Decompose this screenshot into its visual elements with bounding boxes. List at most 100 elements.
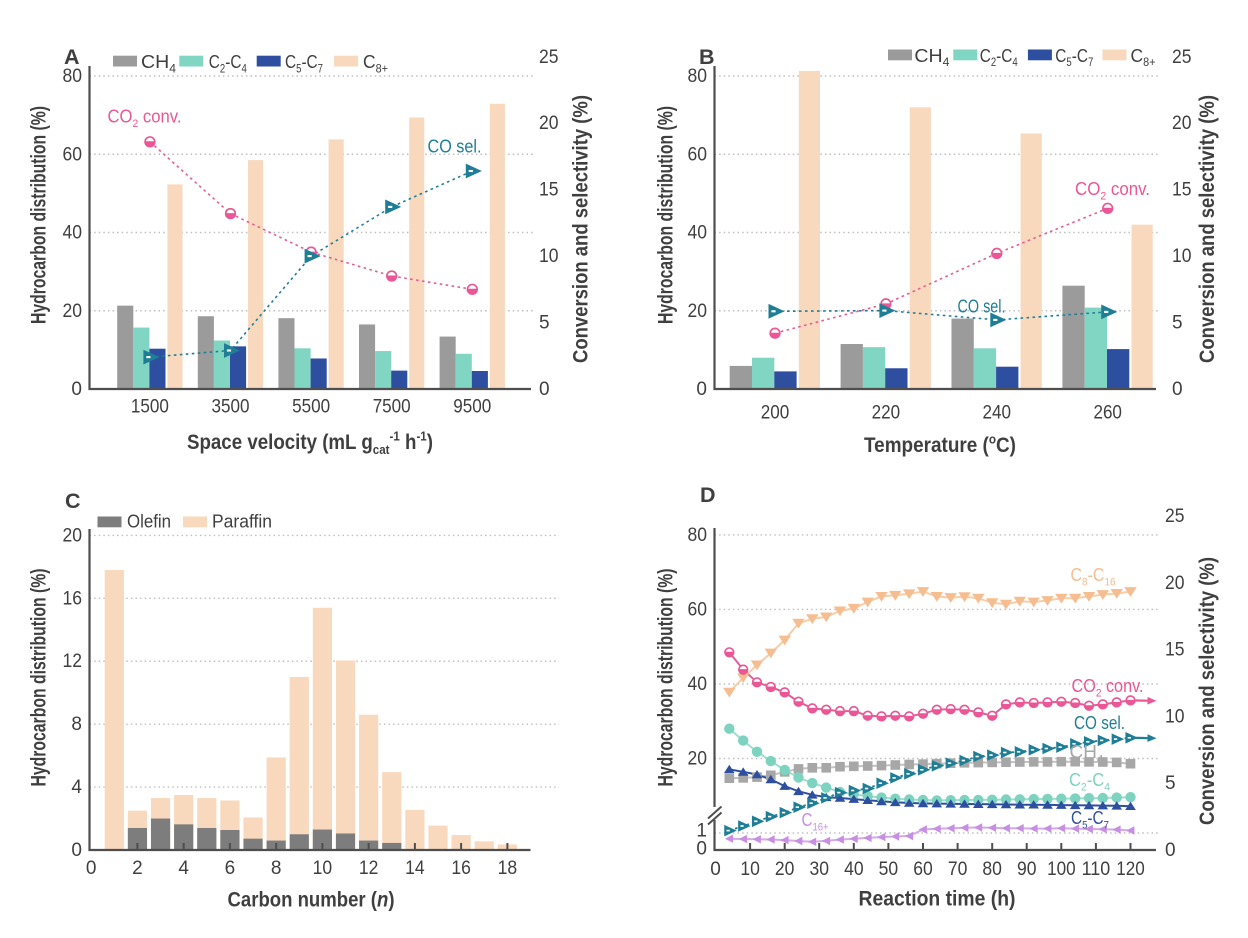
svg-text:Space velocity (mL gcat-1 h-1): Space velocity (mL gcat-1 h-1) — [187, 429, 433, 457]
svg-text:CO2 conv.: CO2 conv. — [108, 107, 182, 130]
svg-text:40: 40 — [844, 859, 864, 880]
svg-text:20: 20 — [688, 301, 708, 322]
svg-text:0: 0 — [696, 379, 707, 400]
svg-text:30: 30 — [809, 859, 829, 880]
svg-text:C5-C7: C5-C7 — [1071, 808, 1109, 831]
svg-text:C5-C7: C5-C7 — [285, 51, 323, 75]
svg-text:0: 0 — [1165, 840, 1176, 861]
svg-text:Conversion and selectivity (%): Conversion and selectivity (%) — [1196, 557, 1219, 825]
svg-text:C5-C7: C5-C7 — [1055, 45, 1093, 69]
svg-text:12: 12 — [359, 858, 379, 879]
svg-text:260: 260 — [1093, 403, 1122, 424]
svg-text:18: 18 — [498, 858, 518, 879]
svg-text:C8+: C8+ — [363, 51, 388, 75]
svg-text:80: 80 — [688, 525, 708, 546]
svg-text:CH4: CH4 — [1070, 742, 1104, 765]
svg-text:90: 90 — [1017, 859, 1037, 880]
svg-text:C8+: C8+ — [1131, 45, 1156, 69]
svg-text:80: 80 — [63, 66, 83, 87]
svg-text:4: 4 — [71, 777, 82, 798]
svg-text:Paraffin: Paraffin — [212, 511, 272, 532]
svg-text:10: 10 — [740, 859, 760, 880]
svg-text:Reaction time (h): Reaction time (h) — [859, 888, 1016, 911]
svg-text:25: 25 — [1165, 506, 1185, 527]
svg-text:20: 20 — [775, 859, 795, 880]
svg-text:CH4: CH4 — [141, 51, 177, 75]
svg-text:2: 2 — [132, 858, 143, 879]
svg-text:CO sel.: CO sel. — [958, 297, 1006, 317]
svg-text:70: 70 — [948, 859, 968, 880]
svg-text:240: 240 — [983, 403, 1012, 424]
svg-text:20: 20 — [1172, 113, 1192, 134]
svg-text:80: 80 — [688, 66, 708, 87]
svg-text:3500: 3500 — [212, 397, 250, 418]
svg-text:A: A — [64, 45, 80, 69]
svg-text:Hydrocarbon distribution (%): Hydrocarbon distribution (%) — [655, 106, 678, 324]
svg-text:5: 5 — [1165, 773, 1176, 794]
svg-text:8: 8 — [71, 714, 82, 735]
svg-text:25: 25 — [539, 47, 559, 68]
svg-text:6: 6 — [225, 858, 236, 879]
svg-text:C8-C16: C8-C16 — [1071, 565, 1116, 588]
svg-text:0: 0 — [539, 379, 550, 400]
svg-text:0: 0 — [71, 379, 82, 400]
svg-text:CO sel.: CO sel. — [428, 136, 482, 156]
svg-text:60: 60 — [913, 859, 933, 880]
svg-text:10: 10 — [1165, 706, 1185, 727]
svg-text:Conversion and selectivity (%): Conversion and selectivity (%) — [570, 95, 593, 363]
svg-text:Carbon number (n): Carbon number (n) — [228, 889, 395, 912]
svg-text:0: 0 — [710, 859, 721, 880]
svg-text:20: 20 — [1165, 573, 1185, 594]
svg-text:10: 10 — [539, 246, 559, 267]
svg-text:0: 0 — [1172, 379, 1183, 400]
svg-text:0: 0 — [696, 839, 707, 860]
svg-text:C2-C4: C2-C4 — [980, 45, 1018, 69]
svg-text:0: 0 — [86, 858, 97, 879]
svg-text:80: 80 — [982, 859, 1002, 880]
svg-text:4: 4 — [178, 858, 189, 879]
svg-text:CO sel.: CO sel. — [1074, 713, 1125, 733]
svg-text:60: 60 — [63, 144, 83, 165]
svg-text:B: B — [699, 45, 715, 69]
svg-text:20: 20 — [539, 113, 559, 134]
svg-text:1: 1 — [696, 821, 707, 842]
svg-text:Hydrocarbon distribution (%): Hydrocarbon distribution (%) — [28, 569, 51, 787]
svg-text:5500: 5500 — [292, 397, 330, 418]
svg-text:14: 14 — [405, 858, 425, 879]
svg-text:Temperature (oC): Temperature (oC) — [864, 432, 1016, 457]
svg-text:Hydrocarbon distribution (%): Hydrocarbon distribution (%) — [655, 569, 678, 787]
svg-text:16: 16 — [63, 588, 83, 609]
svg-text:40: 40 — [688, 223, 708, 244]
svg-text:12: 12 — [63, 651, 83, 672]
svg-text:15: 15 — [1172, 180, 1192, 201]
svg-text:5: 5 — [1172, 313, 1183, 334]
svg-text:5: 5 — [539, 313, 550, 334]
svg-text:C2-C4: C2-C4 — [1069, 770, 1110, 793]
svg-text:Olefin: Olefin — [127, 511, 171, 532]
svg-text:0: 0 — [71, 840, 82, 861]
svg-text:10: 10 — [1172, 246, 1192, 267]
svg-text:9500: 9500 — [453, 397, 491, 418]
svg-text:20: 20 — [63, 301, 83, 322]
svg-text:20: 20 — [688, 749, 708, 770]
svg-text:CO2 conv.: CO2 conv. — [1072, 676, 1144, 699]
svg-text:120: 120 — [1116, 859, 1145, 880]
svg-text:40: 40 — [688, 674, 708, 695]
svg-text:60: 60 — [688, 599, 708, 620]
svg-text:7500: 7500 — [373, 397, 411, 418]
svg-text:C16+: C16+ — [802, 810, 829, 833]
svg-text:1500: 1500 — [131, 397, 169, 418]
svg-text:Conversion and selectivity (%): Conversion and selectivity (%) — [1196, 95, 1219, 363]
svg-text:220: 220 — [872, 403, 901, 424]
svg-text:100: 100 — [1047, 859, 1076, 880]
svg-text:8: 8 — [271, 858, 282, 879]
svg-text:CO2 conv.: CO2 conv. — [1075, 179, 1150, 202]
svg-text:10: 10 — [313, 858, 333, 879]
svg-text:200: 200 — [761, 403, 790, 424]
svg-text:50: 50 — [879, 859, 899, 880]
svg-text:D: D — [700, 483, 716, 507]
svg-text:20: 20 — [63, 525, 83, 546]
svg-text:C: C — [65, 489, 81, 513]
svg-text:C2-C4: C2-C4 — [209, 51, 247, 75]
svg-text:60: 60 — [688, 144, 708, 165]
